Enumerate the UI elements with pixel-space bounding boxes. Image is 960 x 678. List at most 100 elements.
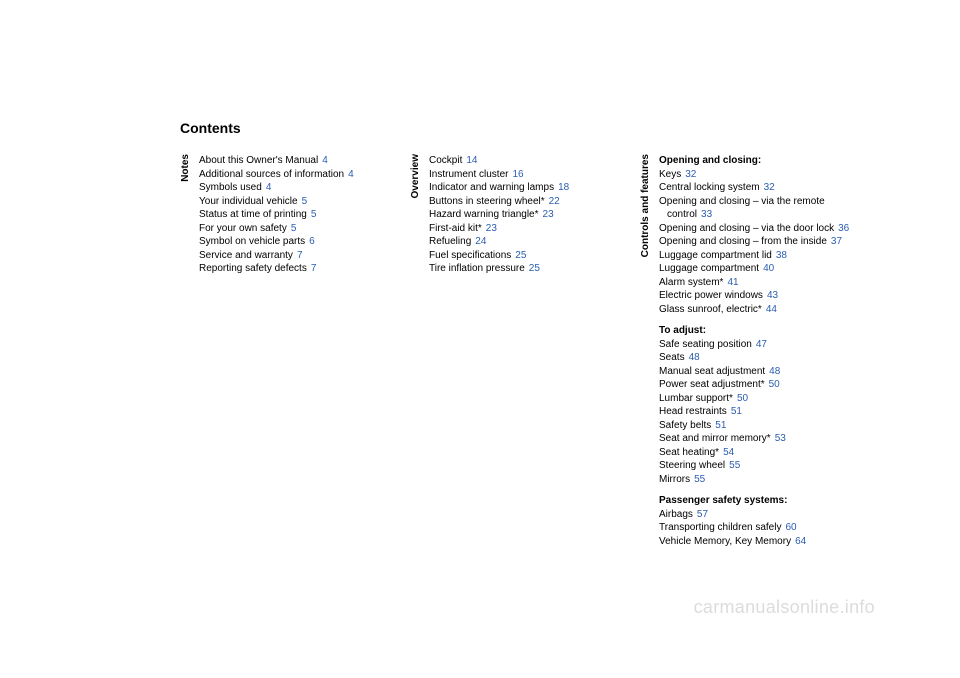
- entry-text: Manual seat adjustment: [659, 366, 765, 377]
- page-reference[interactable]: 7: [307, 263, 317, 274]
- entry-text: Electric power windows: [659, 290, 763, 301]
- page-reference[interactable]: 16: [508, 169, 523, 180]
- page-reference[interactable]: 4: [344, 169, 354, 180]
- toc-entry: Cockpit14: [429, 154, 569, 168]
- entry-text: Your individual vehicle: [199, 196, 298, 207]
- page-reference[interactable]: 40: [759, 263, 774, 274]
- page-reference[interactable]: 38: [772, 250, 787, 261]
- toc-entry: Airbags57: [659, 508, 850, 522]
- toc-entry: Opening and closing – via the remote con…: [659, 195, 850, 222]
- entry-text: Opening and closing – via the door lock: [659, 223, 834, 234]
- page-reference[interactable]: 43: [763, 290, 778, 301]
- page-reference[interactable]: 44: [762, 304, 777, 315]
- toc-entry: Symbol on vehicle parts6: [199, 235, 354, 249]
- toc-entry: Seats48: [659, 351, 850, 365]
- entry-text: About this Owner's Manual: [199, 155, 318, 166]
- page-reference[interactable]: 24: [471, 236, 486, 247]
- toc-entry: Seat heating*54: [659, 446, 850, 460]
- page-reference[interactable]: 5: [287, 223, 297, 234]
- page-reference[interactable]: 57: [693, 509, 708, 520]
- entry-text: Indicator and warning lamps: [429, 182, 554, 193]
- page-reference[interactable]: 48: [765, 366, 780, 377]
- entry-text: Seat heating*: [659, 447, 719, 458]
- page-reference[interactable]: 41: [723, 277, 738, 288]
- page-reference[interactable]: 23: [539, 209, 554, 220]
- page-reference[interactable]: 60: [781, 522, 796, 533]
- entry-text: Safety belts: [659, 420, 711, 431]
- page-reference[interactable]: 4: [318, 155, 328, 166]
- page-reference[interactable]: 18: [554, 182, 569, 193]
- page-reference[interactable]: 53: [771, 433, 786, 444]
- toc-entry: Indicator and warning lamps18: [429, 181, 569, 195]
- page-reference[interactable]: 47: [752, 339, 767, 350]
- page-reference[interactable]: 50: [733, 393, 748, 404]
- toc-entry: For your own safety5: [199, 222, 354, 236]
- entry-text: Opening and closing – via the remote con…: [659, 196, 825, 221]
- page-reference[interactable]: 23: [482, 223, 497, 234]
- toc-entry: Refueling24: [429, 235, 569, 249]
- entry-text: Reporting safety defects: [199, 263, 307, 274]
- toc-entry: Safe seating position47: [659, 338, 850, 352]
- entry-text: Status at time of printing: [199, 209, 307, 220]
- toc-entry: Safety belts51: [659, 419, 850, 433]
- toc-entry: Additional sources of information4: [199, 168, 354, 182]
- entry-text: Hazard warning triangle*: [429, 209, 539, 220]
- entry-text: Central locking system: [659, 182, 760, 193]
- toc-entry: About this Owner's Manual4: [199, 154, 354, 168]
- entry-text: Glass sunroof, electric*: [659, 304, 762, 315]
- section-label: Notes: [180, 154, 191, 182]
- group-heading: Opening and closing:: [659, 154, 850, 168]
- page-reference[interactable]: 32: [760, 182, 775, 193]
- toc-entry: Reporting safety defects7: [199, 262, 354, 276]
- toc-entry: Opening and closing – from the inside37: [659, 235, 850, 249]
- page-reference[interactable]: 32: [681, 169, 696, 180]
- page-reference[interactable]: 4: [262, 182, 272, 193]
- toc-entry: Instrument cluster16: [429, 168, 569, 182]
- toc-entry: Transporting children safely60: [659, 521, 850, 535]
- page-reference[interactable]: 25: [525, 263, 540, 274]
- page-reference[interactable]: 54: [719, 447, 734, 458]
- page-reference[interactable]: 7: [293, 250, 303, 261]
- section-label: Controls and features: [640, 154, 651, 257]
- page-reference[interactable]: 5: [298, 196, 308, 207]
- page-reference[interactable]: 14: [462, 155, 477, 166]
- page-reference[interactable]: 22: [545, 196, 560, 207]
- entry-text: Instrument cluster: [429, 169, 508, 180]
- page-reference[interactable]: 36: [834, 223, 849, 234]
- contents-column: OverviewCockpit14Instrument cluster16Ind…: [410, 154, 610, 548]
- page-reference[interactable]: 5: [307, 209, 317, 220]
- entry-text: Cockpit: [429, 155, 462, 166]
- page-reference[interactable]: 25: [511, 250, 526, 261]
- toc-entry: Steering wheel55: [659, 459, 850, 473]
- page: Contents NotesAbout this Owner's Manual4…: [0, 0, 960, 678]
- watermark: carmanualsonline.info: [694, 597, 875, 618]
- entry-text: Symbols used: [199, 182, 262, 193]
- page-reference[interactable]: 48: [685, 352, 700, 363]
- toc-entry: Central locking system32: [659, 181, 850, 195]
- toc-entry: Keys32: [659, 168, 850, 182]
- toc-entry: Head restraints51: [659, 405, 850, 419]
- page-reference[interactable]: 51: [711, 420, 726, 431]
- page-reference[interactable]: 51: [727, 406, 742, 417]
- toc-entry: Alarm system*41: [659, 276, 850, 290]
- toc-entry: Service and warranty7: [199, 249, 354, 263]
- page-reference[interactable]: 37: [827, 236, 842, 247]
- toc-entry: Power seat adjustment*50: [659, 378, 850, 392]
- entry-text: Lumbar support*: [659, 393, 733, 404]
- entry-text: Tire inflation pressure: [429, 263, 525, 274]
- page-reference[interactable]: 55: [690, 474, 705, 485]
- toc-entry: Seat and mirror memory*53: [659, 432, 850, 446]
- contents-columns: NotesAbout this Owner's Manual4Additiona…: [180, 154, 860, 548]
- page-reference[interactable]: 64: [791, 536, 806, 547]
- entry-text: Transporting children safely: [659, 522, 781, 533]
- page-title: Contents: [180, 120, 860, 136]
- page-reference[interactable]: 33: [697, 209, 712, 220]
- entry-text: Refueling: [429, 236, 471, 247]
- page-reference[interactable]: 50: [765, 379, 780, 390]
- toc-entry: Buttons in steering wheel*22: [429, 195, 569, 209]
- toc-entry: Opening and closing – via the door lock3…: [659, 222, 850, 236]
- entries-list: Cockpit14Instrument cluster16Indicator a…: [429, 154, 569, 276]
- toc-entry: Vehicle Memory, Key Memory64: [659, 535, 850, 549]
- page-reference[interactable]: 6: [305, 236, 315, 247]
- page-reference[interactable]: 55: [725, 460, 740, 471]
